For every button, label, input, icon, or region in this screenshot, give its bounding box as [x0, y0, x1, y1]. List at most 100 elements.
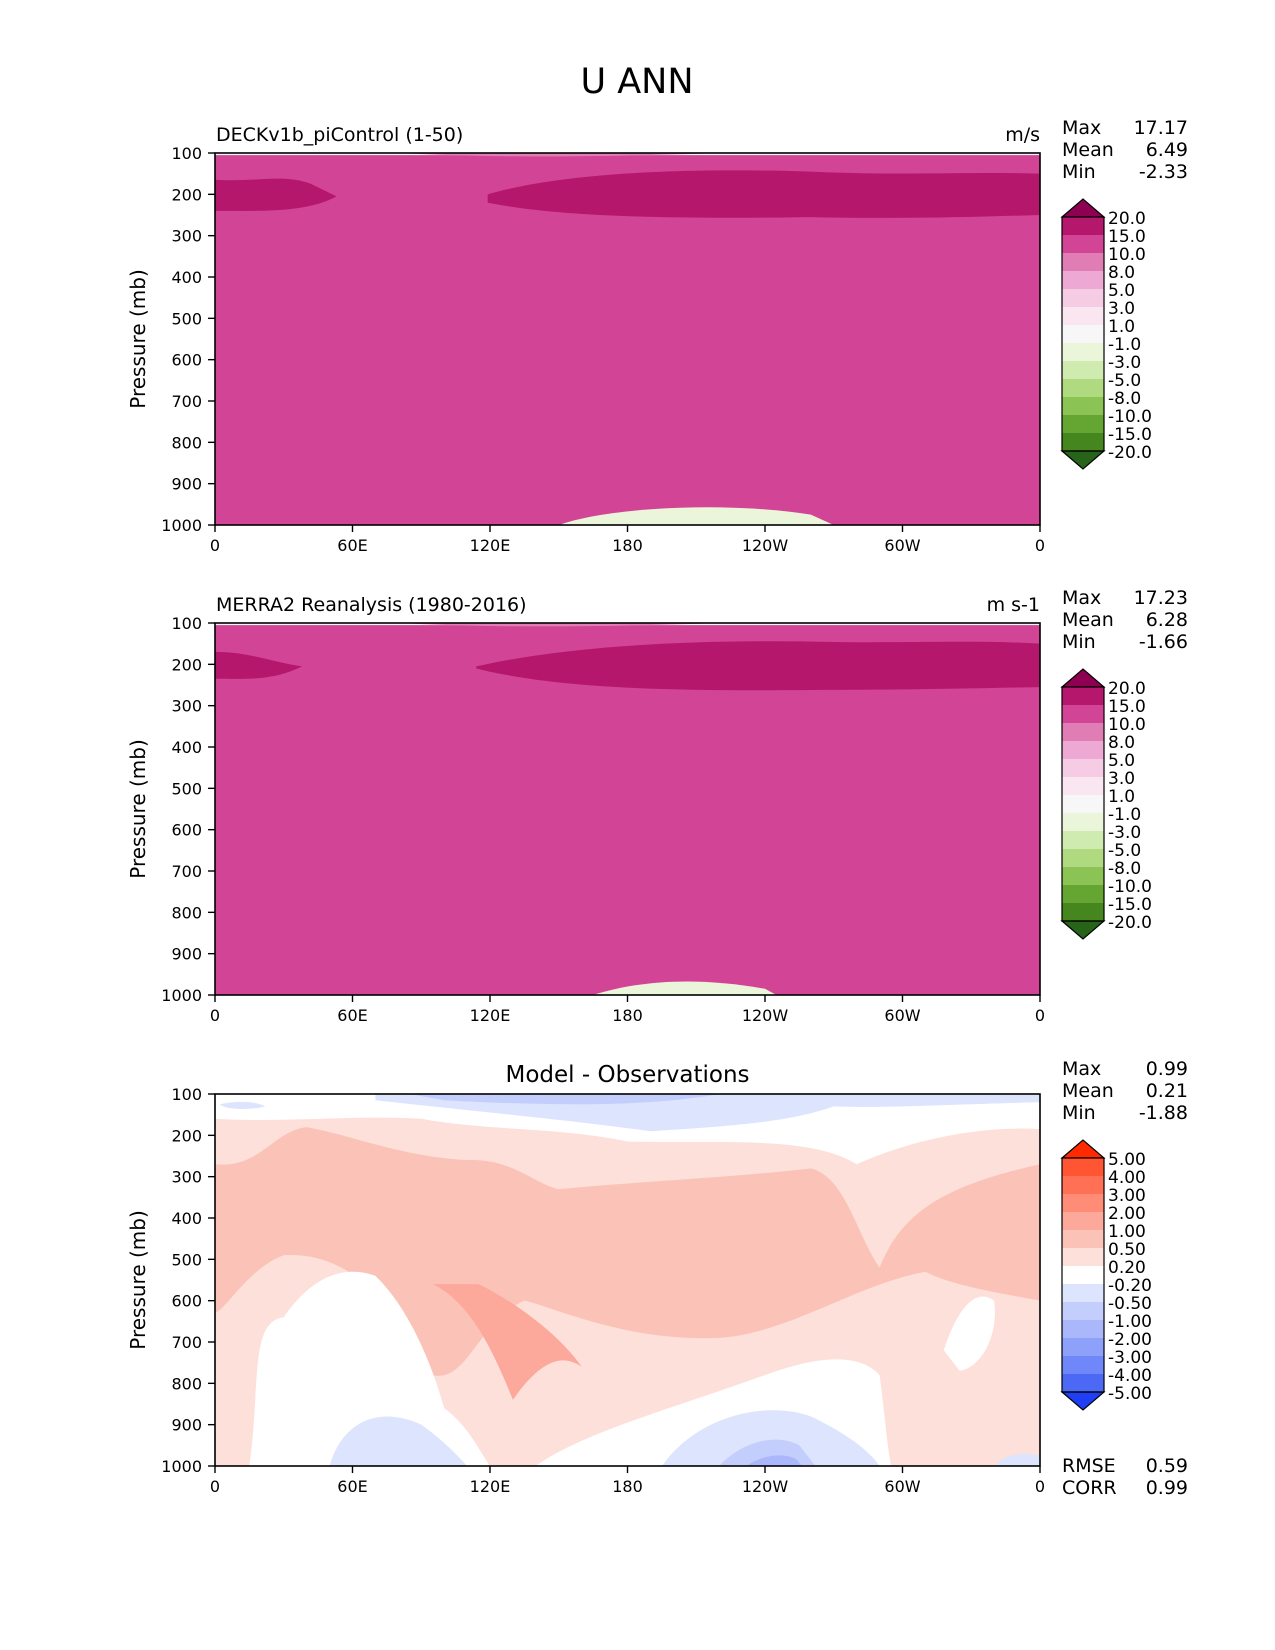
y-tick-label: 700 — [171, 1333, 202, 1352]
stat-value: 17.17 — [1134, 117, 1188, 139]
y-tick-label: 600 — [171, 351, 202, 370]
colorbar-label: -0.20 — [1108, 1276, 1152, 1296]
colorbar-label: -10.0 — [1108, 877, 1152, 897]
colorbar-swatch — [1062, 1194, 1104, 1212]
colorbar-swatch — [1062, 903, 1104, 921]
colorbar-swatch — [1062, 1266, 1104, 1284]
colorbar-label: 15.0 — [1108, 697, 1146, 717]
colorbar-swatch — [1062, 271, 1104, 289]
colorbar-label: -15.0 — [1108, 895, 1152, 915]
x-tick-label: 60W — [884, 1006, 920, 1025]
colorbar-label: -3.0 — [1108, 823, 1141, 843]
x-tick-label: 120W — [742, 1006, 789, 1025]
colorbar-label: -4.00 — [1108, 1366, 1152, 1386]
y-tick-label: 900 — [171, 475, 202, 494]
colorbar-swatch — [1062, 687, 1104, 705]
colorbar-label: -8.0 — [1108, 389, 1141, 409]
colorbar-frame — [1061, 216, 1105, 452]
x-tick-label: 120E — [470, 1477, 511, 1496]
colorbar-label: -0.50 — [1108, 1294, 1152, 1314]
stat-name: Mean — [1062, 1080, 1114, 1102]
colorbar-swatch — [1062, 831, 1104, 849]
y-tick-label: 1000 — [161, 516, 202, 535]
metric-name: RMSE — [1062, 1455, 1116, 1477]
colorbar-label: 4.00 — [1108, 1168, 1146, 1188]
y-tick-label: 900 — [171, 945, 202, 964]
colorbar-swatch — [1062, 1374, 1104, 1392]
stat-value: -1.66 — [1139, 631, 1188, 653]
colorbar-swatch — [1062, 867, 1104, 885]
y-tick-label: 200 — [171, 185, 202, 204]
colorbar-label: 0.50 — [1108, 1240, 1146, 1260]
panel-center-label: Model - Observations — [505, 1062, 749, 1088]
stat-name: Max — [1062, 1058, 1101, 1080]
x-tick-label: 180 — [612, 536, 643, 555]
colorbar-label: -5.0 — [1108, 841, 1141, 861]
colorbar-label: 5.00 — [1108, 1150, 1146, 1170]
colorbar-label: 20.0 — [1108, 679, 1146, 699]
x-tick-label: 0 — [210, 1006, 220, 1025]
colorbar-extend-top — [1060, 668, 1106, 688]
y-axis-label: Pressure (mb) — [126, 1210, 150, 1350]
colorbar-label: -8.0 — [1108, 859, 1141, 879]
colorbar-swatch — [1062, 1176, 1104, 1194]
colorbar-label: 20.0 — [1108, 209, 1146, 229]
panel-left-label: DECKv1b_piControl (1-50) — [216, 124, 463, 146]
field-area — [215, 623, 1040, 995]
y-tick-label: 800 — [171, 433, 202, 452]
y-tick-label: 1000 — [161, 986, 202, 1005]
y-tick-label: 500 — [171, 779, 202, 798]
diff-neutral-region — [249, 1271, 490, 1466]
y-tick-label: 300 — [171, 697, 202, 716]
colorbar-swatch — [1062, 705, 1104, 723]
colorbar-swatch — [1062, 289, 1104, 307]
jet-core-region — [487, 170, 1040, 218]
stat-value: -2.33 — [1139, 161, 1188, 183]
colorbar-label: 1.0 — [1108, 317, 1135, 337]
diff-strong-positive-region — [432, 1284, 582, 1400]
x-tick-label: 0 — [1035, 536, 1045, 555]
diff-negative-region — [661, 1410, 880, 1466]
x-tick-label: 120E — [470, 536, 511, 555]
colorbar-extend-bottom — [1060, 1391, 1106, 1411]
colorbar-label: -15.0 — [1108, 425, 1152, 445]
jet-core-region — [215, 651, 303, 679]
colorbar-extend-top — [1060, 1139, 1106, 1159]
colorbar-label: -1.00 — [1108, 1312, 1152, 1332]
colorbar-swatch — [1062, 813, 1104, 831]
y-tick-label: 600 — [171, 1292, 202, 1311]
metric-name: CORR — [1062, 1477, 1117, 1499]
colorbar-swatch — [1062, 1212, 1104, 1230]
colorbar-label: 3.0 — [1108, 299, 1135, 319]
colorbar-swatch — [1062, 885, 1104, 903]
diff-neutral-region — [215, 1094, 1040, 1165]
colorbar-label: 8.0 — [1108, 733, 1135, 753]
colorbar-swatch — [1062, 759, 1104, 777]
colorbar-label: 3.00 — [1108, 1186, 1146, 1206]
y-tick-label: 500 — [171, 309, 202, 328]
y-tick-label: 900 — [171, 1416, 202, 1435]
colorbar-swatch — [1062, 723, 1104, 741]
colorbar-label: 10.0 — [1108, 715, 1146, 735]
colorbar-label: 8.0 — [1108, 263, 1135, 283]
colorbar-label: -3.0 — [1108, 353, 1141, 373]
x-tick-label: 60E — [337, 1006, 367, 1025]
stat-name: Max — [1062, 587, 1101, 609]
y-tick-label: 200 — [171, 655, 202, 674]
stat-value: 6.28 — [1146, 609, 1188, 631]
x-tick-label: 120E — [470, 1006, 511, 1025]
colorbar-label: 1.0 — [1108, 787, 1135, 807]
surface-easterly-region — [593, 981, 777, 995]
field-area — [215, 1094, 1040, 1466]
colorbar-swatch — [1062, 433, 1104, 451]
stat-name: Mean — [1062, 139, 1114, 161]
contour-layer — [215, 155, 1040, 525]
x-tick-label: 0 — [1035, 1006, 1045, 1025]
figure-title: U ANN — [580, 62, 693, 102]
upper-band — [398, 153, 720, 157]
colorbar-swatch — [1062, 1230, 1104, 1248]
colorbar-swatch — [1062, 325, 1104, 343]
colorbar-swatch — [1062, 1356, 1104, 1374]
colorbar-label: -5.0 — [1108, 371, 1141, 391]
y-tick-label: 300 — [171, 227, 202, 246]
